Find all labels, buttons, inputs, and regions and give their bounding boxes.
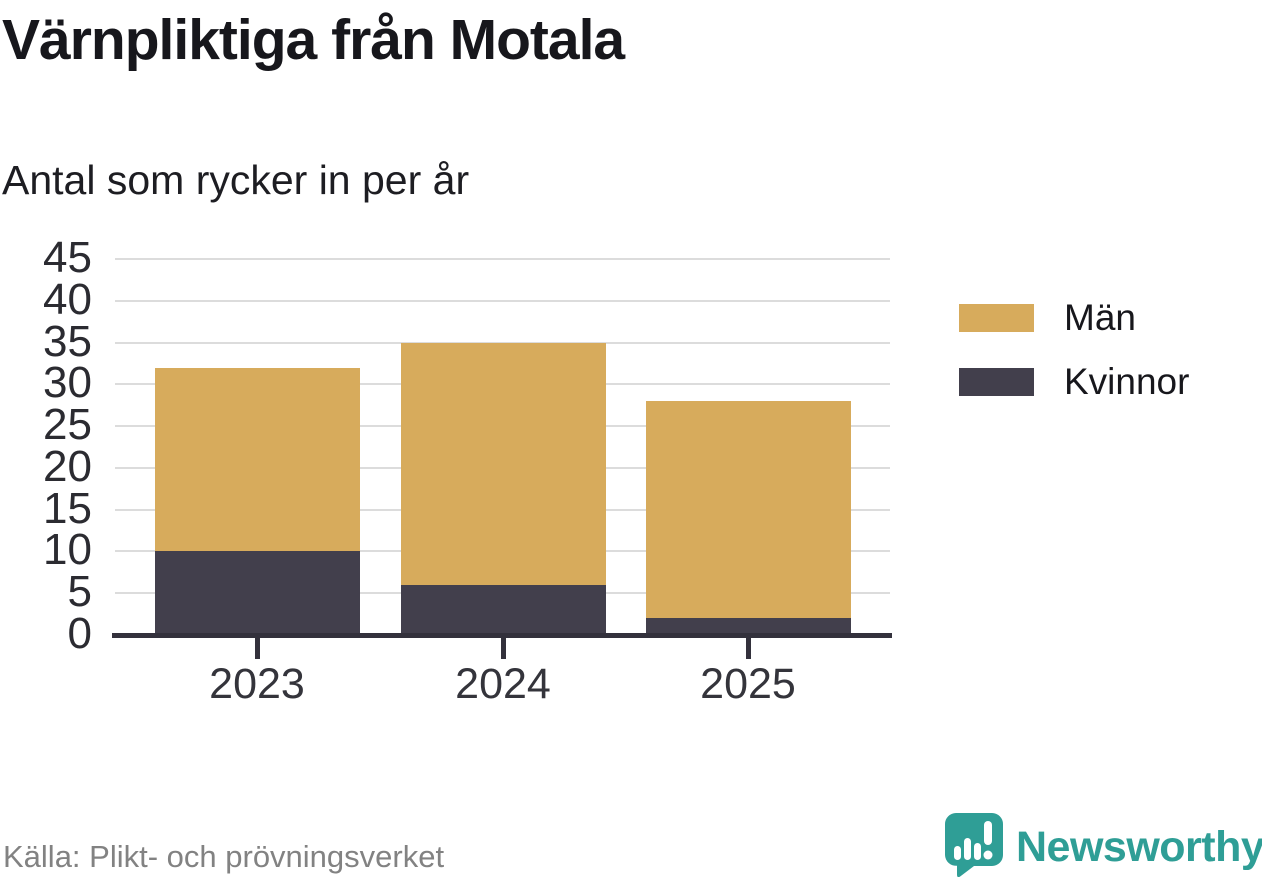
legend: Män Kvinnor: [959, 299, 1189, 427]
x-axis-tick: [501, 637, 506, 659]
page-title: Värnpliktiga från Motala: [2, 8, 625, 72]
y-axis-tick-label: 20: [43, 441, 92, 491]
legend-swatch: [959, 367, 1034, 396]
brand-name: Newsworthy: [1016, 823, 1262, 871]
legend-item-män: Män: [959, 299, 1189, 336]
y-axis-tick-label: 15: [43, 483, 92, 533]
newsworthy-logo-icon: [945, 813, 1003, 882]
bar-segment-kvinnor-2023: [154, 551, 360, 635]
x-axis-tick: [746, 637, 751, 659]
x-axis-tick-label: 2025: [700, 660, 796, 708]
plot-area: [115, 258, 890, 635]
source-note: Källa: Plikt- och prövningsverket: [3, 839, 445, 874]
gridline: [115, 258, 890, 260]
y-axis-tick-label: 5: [67, 567, 92, 617]
x-axis-line: [112, 633, 892, 638]
x-axis-tick: [255, 637, 260, 659]
bar-segment-kvinnor-2025: [645, 618, 851, 635]
y-axis-tick-label: 25: [43, 400, 92, 450]
legend-swatch: [959, 303, 1034, 332]
brand-footer: Newsworthy: [945, 813, 1262, 882]
bar-segment-män-2024: [400, 342, 606, 585]
bar-segment-män-2025: [645, 401, 851, 619]
chart-subtitle: Antal som rycker in per år: [2, 157, 470, 203]
y-axis-tick-label: 30: [43, 358, 92, 408]
y-axis-tick-label: 0: [67, 609, 92, 659]
speech-bubble-shape: [945, 813, 1003, 878]
y-axis-tick-label: 40: [43, 274, 92, 324]
y-axis-tick-label: 10: [43, 525, 92, 575]
legend-label: Män: [1064, 297, 1136, 338]
bar-segment-män-2023: [154, 367, 360, 552]
y-axis-tick-label: 45: [43, 233, 92, 283]
gridline: [115, 341, 890, 344]
x-axis-tick-label: 2023: [209, 660, 305, 708]
x-axis-tick-label: 2024: [455, 660, 551, 708]
gridline: [115, 299, 890, 302]
y-axis-tick-label: 35: [43, 316, 92, 366]
bar-segment-kvinnor-2024: [400, 584, 606, 635]
legend-label: Kvinnor: [1064, 361, 1190, 402]
legend-item-kvinnor: Kvinnor: [959, 363, 1189, 400]
y-axis-labels: 0 5 10 15 20 25 30 35 40 45: [0, 236, 92, 656]
